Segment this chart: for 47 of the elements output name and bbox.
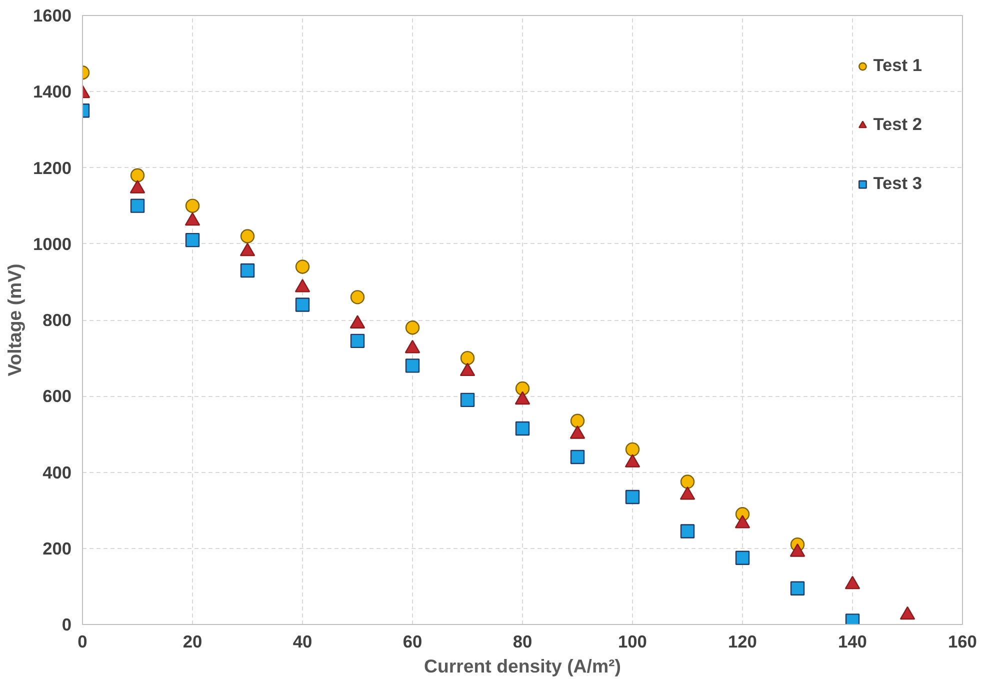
- x-tick-label: 120: [728, 632, 757, 652]
- y-tick-label: 1200: [32, 158, 72, 178]
- x-tick-label: 160: [948, 632, 977, 652]
- x-tick-label: 0: [78, 632, 88, 652]
- point: [295, 260, 310, 274]
- point: [185, 232, 200, 248]
- point: [185, 198, 200, 213]
- y-tick-label: 600: [42, 386, 72, 406]
- legend-label: Test 3: [873, 173, 922, 194]
- point: [130, 198, 145, 213]
- point: [625, 442, 640, 456]
- y-axis-title: Voltage (mV): [4, 264, 25, 376]
- legend-label: Test 1: [873, 55, 922, 76]
- point: [130, 168, 145, 182]
- x-tick-label: 80: [512, 632, 532, 652]
- point: [570, 450, 585, 464]
- point: [405, 358, 420, 373]
- point: [680, 524, 695, 538]
- legend-label: Test 2: [873, 114, 922, 135]
- y-tick-label: 1000: [32, 234, 72, 254]
- point: [460, 392, 475, 408]
- x-tick-label: 100: [618, 632, 647, 652]
- point: [240, 229, 255, 244]
- y-tick-label: 200: [42, 538, 72, 558]
- point: [295, 298, 310, 312]
- point: [735, 550, 750, 565]
- x-tick-label: 60: [402, 632, 422, 652]
- point: [790, 581, 805, 596]
- y-tick-label: 400: [42, 462, 72, 482]
- y-tick-label: 1600: [32, 6, 72, 26]
- y-tick-label: 800: [42, 310, 72, 330]
- y-tick-label: 1400: [32, 82, 72, 102]
- point: [350, 334, 365, 348]
- x-axis-title: Current density (A/m²): [424, 656, 621, 676]
- x-tick-label: 20: [182, 632, 202, 652]
- x-tick-label: 40: [292, 632, 312, 652]
- point: [405, 320, 420, 335]
- point: [515, 421, 530, 436]
- y-tick-label: 0: [62, 614, 72, 634]
- x-tick-label: 140: [838, 632, 867, 652]
- point: [515, 381, 530, 396]
- point: [240, 263, 255, 278]
- point: [350, 290, 365, 304]
- point: [460, 350, 475, 366]
- point: [625, 490, 640, 504]
- point: [680, 474, 695, 489]
- point: [570, 414, 585, 428]
